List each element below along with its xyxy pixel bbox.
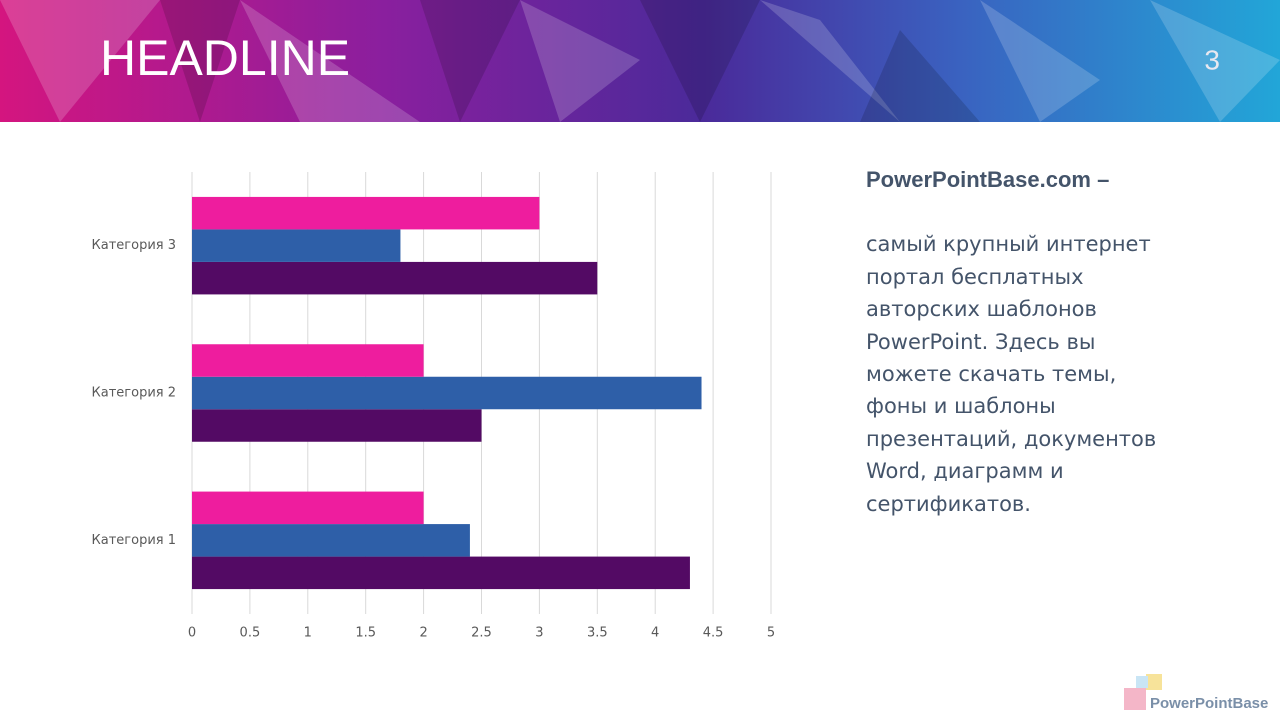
x-tick-label: 0 [188,626,196,641]
x-tick-label: 4.5 [703,626,724,641]
text-block: PowerPointBase.com – самый крупный интер… [866,164,1266,520]
text-line: Word, диаграмм и [866,459,1064,484]
slide-title: HEADLINE [100,30,350,86]
bar [192,524,470,557]
x-tick-label: 4 [651,626,659,641]
y-tick-label: Категория 1 [92,533,176,548]
text-line: фоны и шаблоны [866,394,1056,419]
logo-square [1146,674,1162,690]
page-number: 3 [1204,44,1220,75]
logo-square [1124,688,1146,710]
text-line: презентаций, документов [866,426,1157,451]
logo-square [1136,676,1148,688]
bar [192,376,702,410]
x-tick-label: 1.5 [355,626,376,641]
bar [192,261,598,295]
header-banner [0,0,1280,122]
header-pattern [0,0,1280,122]
x-tick-label: 3 [535,626,543,641]
text-line: авторских шаблонов [866,297,1097,322]
x-tick-label: 3.5 [587,626,608,641]
text-line: самый крупный интернет [866,232,1151,257]
bar [192,409,482,442]
bar [192,229,401,262]
bar [192,344,424,377]
x-tick-label: 5 [767,626,775,641]
bar [192,491,424,525]
text-body: самый крупный интернет портал бесплатных а… [866,228,1266,520]
x-tick-label: 2 [419,626,427,641]
y-tick-label: Категория 3 [92,238,176,253]
text-heading: PowerPointBase.com – [866,167,1110,192]
logo-text: PowerPointBase [1150,695,1268,712]
header-pattern [160,0,980,122]
chart: 0 0.5 1 1.5 2 2.5 3 3.5 4 4.5 5 Категория 1 Категори… [92,172,775,641]
text-line: сертификатов. [866,491,1031,516]
text-line: PowerPoint. Здесь вы [866,329,1096,354]
y-tick-label: Категория 2 [92,386,176,401]
text-line: можете скачать темы, [866,362,1117,387]
x-tick-label: 2.5 [471,626,492,641]
text-line: портал бесплатных [866,264,1084,289]
bar [192,196,540,230]
x-tick-label: 0.5 [240,626,261,641]
bar [192,556,690,590]
x-tick-label: 1 [304,626,312,641]
logo: PowerPointBase [1124,674,1268,712]
